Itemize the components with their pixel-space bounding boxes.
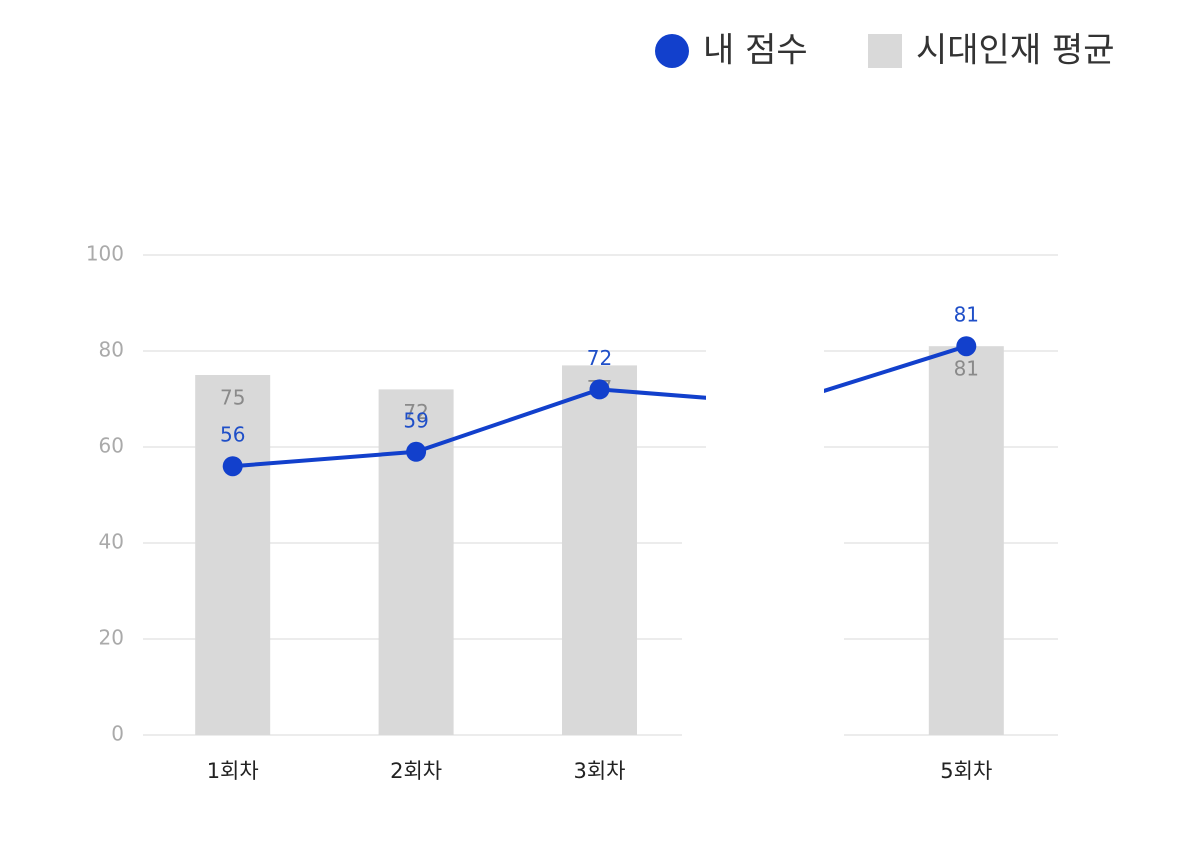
x-tick-label: 2회차 — [390, 759, 442, 783]
point — [589, 379, 610, 400]
point-value-label: 59 — [403, 408, 428, 432]
occluder — [682, 500, 844, 762]
point-value-label: 81 — [954, 303, 979, 327]
bar — [195, 375, 271, 735]
x-tick-label: 3회차 — [573, 759, 625, 783]
bar-value-label: 72 — [403, 400, 428, 424]
bar — [928, 346, 1004, 735]
point-value-label: 72 — [587, 346, 612, 370]
y-tick-label: 80 — [99, 338, 124, 362]
bar-value-label: 81 — [954, 357, 979, 381]
legend-swatch — [655, 34, 689, 68]
x-tick-label: 5회차 — [940, 759, 992, 783]
bar-value-label: 75 — [220, 386, 245, 410]
y-tick-label: 40 — [99, 530, 124, 554]
y-tick-label: 60 — [99, 434, 124, 458]
x-tick-label: 1회차 — [207, 759, 259, 783]
point — [222, 456, 243, 477]
bar — [562, 365, 637, 735]
point — [956, 336, 977, 357]
legend-swatch — [868, 34, 902, 68]
y-tick-label: 20 — [99, 626, 124, 650]
y-tick-label: 0 — [111, 722, 124, 746]
y-tick-label: 100 — [86, 242, 124, 266]
point-value-label: 56 — [220, 423, 245, 447]
point — [406, 441, 427, 462]
legend-label: 시대인재 평균 — [916, 31, 1115, 71]
legend-label: 내 점수 — [703, 31, 808, 71]
